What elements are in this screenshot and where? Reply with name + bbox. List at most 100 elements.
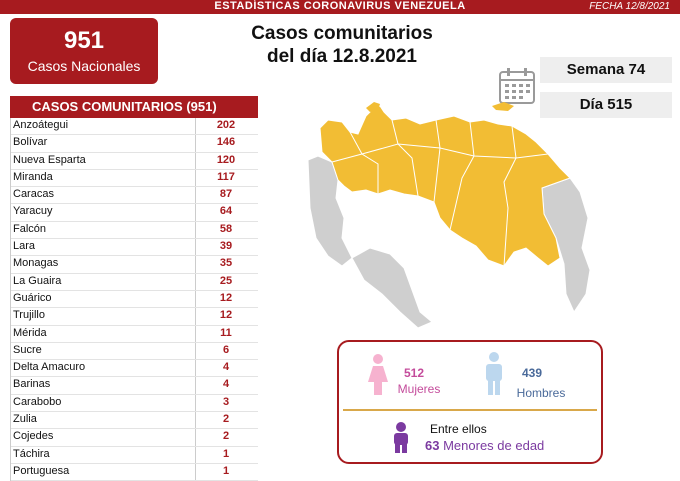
row-separator — [195, 377, 196, 394]
header-bar: ESTADÍSTICAS CORONAVIRUS VENEZUELA FECHA… — [0, 0, 680, 14]
table-row: Lara 39 — [11, 239, 258, 257]
venezuela-map — [308, 102, 591, 328]
state-name: La Guaira — [13, 274, 62, 287]
table-row: Falcón 58 — [11, 221, 258, 240]
table-row: Sucre 6 — [11, 342, 258, 361]
row-separator — [195, 360, 196, 377]
men-label: Hombres — [516, 386, 566, 400]
row-separator — [195, 290, 196, 308]
header-title: ESTADÍSTICAS CORONAVIRUS VENEZUELA — [214, 0, 466, 12]
minors-label: Menores de edad — [443, 438, 545, 453]
table-row: Anzoátegui 202 — [11, 118, 258, 136]
table-row: Nueva Esparta 120 — [11, 152, 258, 170]
case-count: 4 — [222, 378, 230, 391]
case-count: 1 — [222, 464, 230, 477]
case-count: 39 — [219, 240, 233, 253]
state-name: Nueva Esparta — [13, 153, 86, 166]
case-count: 117 — [217, 170, 235, 183]
case-count: 120 — [216, 153, 236, 166]
case-count: 87 — [219, 188, 233, 201]
table-row: Yaracuy 64 — [11, 204, 258, 222]
row-separator — [195, 412, 196, 429]
map-affected-region — [319, 105, 571, 267]
case-count: 35 — [219, 257, 233, 270]
table-row: Miranda 117 — [11, 169, 258, 188]
row-separator — [195, 204, 196, 221]
man-icon — [486, 352, 502, 395]
case-count: 202 — [216, 119, 236, 131]
table-heading: CASOS COMUNITARIOS (951) — [10, 96, 258, 118]
row-separator — [195, 308, 196, 325]
national-cases-box: 951 Casos Nacionales — [10, 18, 158, 84]
state-name: Miranda — [13, 170, 53, 183]
state-name: Monagas — [13, 257, 59, 270]
row-separator — [195, 169, 196, 187]
row-separator — [195, 152, 196, 169]
day-box: Día 515 — [540, 92, 672, 118]
row-separator — [195, 118, 196, 135]
case-count: 25 — [219, 274, 233, 287]
calendar-icon — [499, 68, 535, 104]
case-count: 2 — [222, 430, 230, 443]
state-name: Guárico — [13, 291, 52, 304]
header-date: FECHA 12/8/2021 — [589, 1, 670, 12]
table-row: Portuguesa 1 — [11, 463, 258, 481]
state-name: Yaracuy — [13, 205, 53, 218]
title-line-1: Casos comunitarios — [251, 23, 433, 44]
row-separator — [195, 273, 196, 290]
map-andes-region — [351, 247, 433, 328]
table-row: Zulia 2 — [11, 412, 258, 430]
table-row: Delta Amacuro 4 — [11, 360, 258, 378]
map-margarita-island — [492, 102, 514, 111]
table-row: Bolívar 146 — [11, 135, 258, 153]
cases-table: CASOS COMUNITARIOS (951) Anzoátegui 202 Bo… — [10, 96, 258, 481]
row-separator — [195, 187, 196, 204]
case-count: 12 — [219, 309, 233, 322]
row-separator — [195, 256, 196, 273]
table-row: Trujillo 12 — [11, 308, 258, 326]
week-box: Semana 74 — [540, 57, 672, 83]
state-name: Caracas — [13, 188, 54, 201]
row-separator — [195, 446, 196, 463]
state-name: Portuguesa — [13, 464, 70, 477]
state-name: Barinas — [13, 378, 51, 391]
case-count: 64 — [219, 205, 233, 218]
state-name: Cojedes — [13, 430, 54, 443]
minors-line: 63 Menores de edad — [425, 438, 544, 453]
between-label: Entre ellos — [430, 422, 487, 436]
table-row: Monagas 35 — [11, 256, 258, 274]
case-count: 3 — [222, 395, 230, 408]
minors-count: 63 — [425, 438, 440, 453]
national-count: 951 — [63, 27, 105, 54]
case-count: 6 — [222, 343, 230, 356]
title-line-2: del día 12.8.2021 — [267, 46, 417, 67]
table-row: Barinas 4 — [11, 377, 258, 395]
state-name: Carabobo — [13, 395, 62, 408]
row-separator — [195, 429, 196, 446]
table-row: Táchira 1 — [11, 446, 258, 464]
state-name: Sucre — [13, 343, 42, 356]
men-count: 439 — [521, 366, 543, 380]
women-label: Mujeres — [397, 382, 441, 396]
case-count: 4 — [222, 361, 230, 374]
table-row: La Guaira 25 — [11, 273, 258, 291]
map-falcon-peninsula — [366, 102, 380, 112]
table-row: Cojedes 2 — [11, 429, 258, 447]
state-name: Mérida — [13, 326, 47, 339]
case-count: 1 — [222, 447, 230, 460]
state-name: Táchira — [13, 447, 50, 460]
demographics-box: 512 Mujeres 439 Hombres Entre ellos 63 M… — [337, 340, 603, 464]
child-icon — [394, 422, 408, 453]
row-separator — [195, 325, 196, 342]
row-separator — [195, 135, 196, 152]
stats-divider — [343, 409, 597, 411]
state-name: Falcón — [13, 222, 47, 235]
table-row: Guárico 12 — [11, 290, 258, 309]
page-title: Casos comunitarios del día 12.8.2021 — [232, 22, 452, 68]
case-count: 58 — [219, 222, 233, 235]
state-name: Delta Amacuro — [13, 361, 86, 374]
women-count: 512 — [403, 366, 425, 380]
table-row: Carabobo 3 — [11, 394, 258, 413]
case-count: 12 — [219, 291, 233, 304]
row-separator — [195, 342, 196, 360]
